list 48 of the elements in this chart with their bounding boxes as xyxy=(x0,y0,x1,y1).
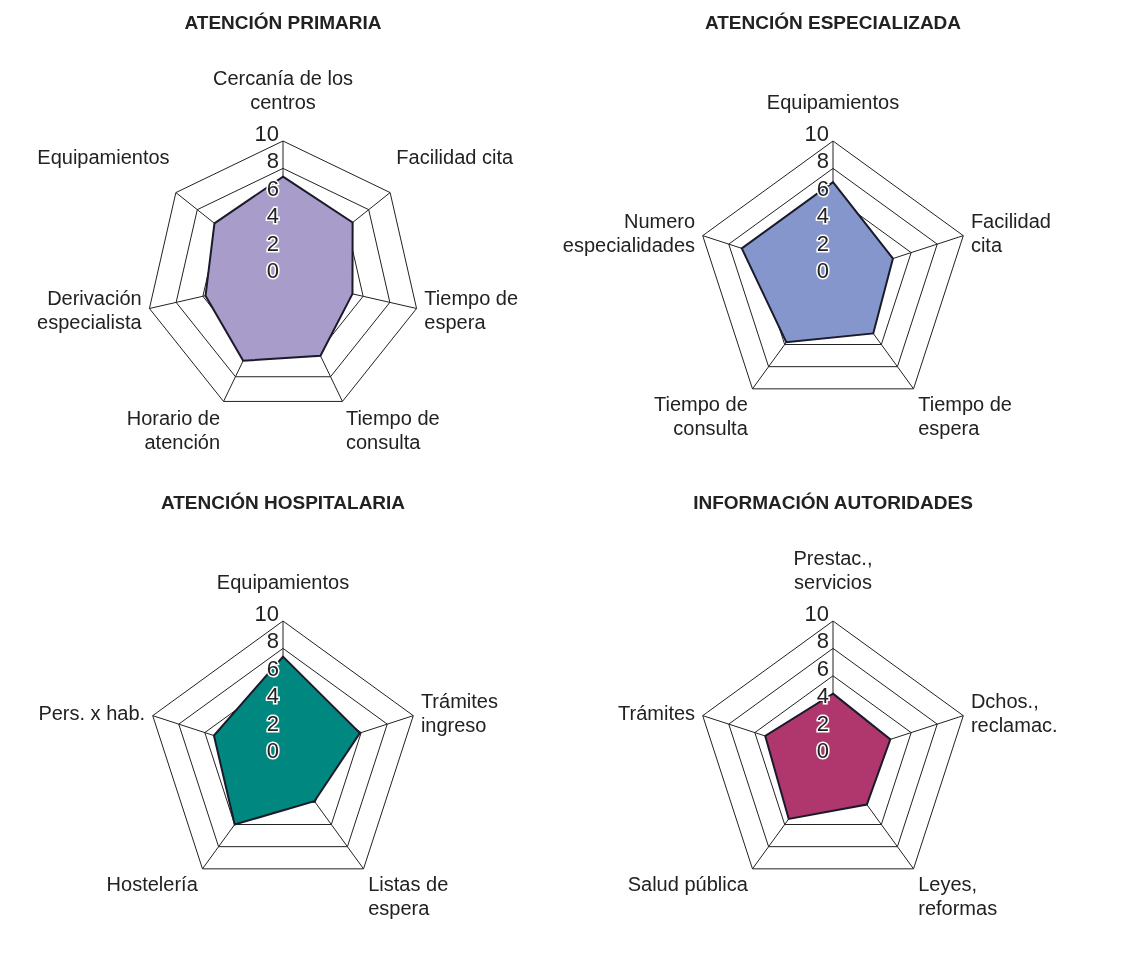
spoke-label: Cercanía de los centros xyxy=(212,67,354,113)
spoke-label: Derivación especialista xyxy=(37,287,143,334)
spoke-label: Tiempo de espera xyxy=(424,287,519,334)
chart-title: ATENCIÓN HOSPITALARIA xyxy=(159,491,407,515)
spoke-label: Numero especialidades xyxy=(562,210,696,257)
spoke-label: Pers. x hab. xyxy=(38,702,146,725)
spoke-label: Leyes, reformas xyxy=(918,873,998,920)
spoke-label: Tiempo de consulta xyxy=(345,406,440,453)
spoke-label: Equipamientos xyxy=(766,91,900,113)
y-tick-label: 0 xyxy=(266,738,279,763)
y-tick-label: 8 xyxy=(266,148,279,174)
y-tick-label: 10 xyxy=(254,121,279,146)
y-tick-label: 6 xyxy=(816,175,829,201)
y-tick-label: 2 xyxy=(266,230,279,256)
y-tick-label: 4 xyxy=(816,203,829,229)
spoke-label: Prestac., servicios xyxy=(793,547,873,593)
y-tick-label: 2 xyxy=(816,710,829,736)
spoke-label: Salud pública xyxy=(627,873,749,896)
spoke-label: Tiempo de consulta xyxy=(654,393,749,440)
spoke-label: Equipamientos xyxy=(216,571,350,593)
spoke-label: Hostelería xyxy=(106,873,199,896)
spoke-label: Horario de atención xyxy=(126,406,221,453)
chart-title: ATENCIÓN ESPECIALIZADA xyxy=(703,11,963,35)
spoke-label: Dchos., reclamac. xyxy=(970,690,1058,737)
spoke-label: Trámites ingreso xyxy=(420,690,498,737)
y-tick-label: 2 xyxy=(816,230,829,256)
spoke-label: Tiempo de espera xyxy=(918,393,1012,440)
y-tick-label: 8 xyxy=(816,628,829,654)
y-tick-label: 4 xyxy=(266,683,279,709)
y-tick-label: 10 xyxy=(254,601,279,626)
y-tick-label: 2 xyxy=(266,710,279,736)
spoke-label: Listas de espera xyxy=(368,873,449,920)
spoke-label: Trámites xyxy=(618,702,696,725)
spoke-label: Equipamientos xyxy=(37,145,170,168)
y-tick-label: 0 xyxy=(816,738,829,763)
spoke-label: Facilidad cita xyxy=(396,145,514,168)
y-tick-label: 6 xyxy=(816,655,829,681)
spoke-label: Facilidad cita xyxy=(970,210,1051,257)
chart-title: ATENCIÓN PRIMARIA xyxy=(183,11,383,35)
y-tick-label: 8 xyxy=(266,628,279,654)
chart-title: INFORMACIÓN AUTORIDADES xyxy=(692,491,974,515)
y-tick-label: 10 xyxy=(804,121,829,146)
y-tick-label: 0 xyxy=(266,258,279,283)
y-tick-label: 10 xyxy=(804,601,829,626)
y-tick-label: 6 xyxy=(266,655,279,681)
y-tick-label: 8 xyxy=(816,148,829,174)
y-tick-label: 4 xyxy=(266,203,279,229)
y-tick-label: 0 xyxy=(816,258,829,283)
